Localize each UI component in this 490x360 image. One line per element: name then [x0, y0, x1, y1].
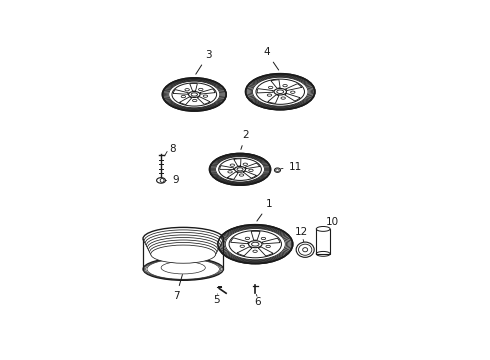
Polygon shape: [262, 238, 280, 244]
Ellipse shape: [147, 238, 219, 257]
Polygon shape: [285, 94, 300, 101]
Ellipse shape: [191, 93, 197, 96]
Text: 5: 5: [213, 294, 220, 305]
Text: 4: 4: [263, 47, 279, 70]
Polygon shape: [190, 84, 197, 91]
Polygon shape: [179, 97, 192, 105]
Ellipse shape: [147, 235, 220, 256]
Ellipse shape: [161, 262, 205, 274]
Ellipse shape: [283, 85, 287, 87]
Polygon shape: [271, 80, 280, 88]
Ellipse shape: [198, 88, 203, 91]
Polygon shape: [268, 95, 279, 103]
Ellipse shape: [149, 243, 217, 261]
Ellipse shape: [274, 89, 287, 95]
Ellipse shape: [240, 245, 245, 247]
Ellipse shape: [274, 168, 280, 172]
Ellipse shape: [219, 158, 261, 180]
Ellipse shape: [157, 177, 166, 183]
Polygon shape: [285, 84, 302, 90]
Ellipse shape: [228, 171, 232, 173]
Ellipse shape: [303, 248, 308, 252]
Ellipse shape: [253, 250, 257, 252]
Ellipse shape: [256, 79, 304, 104]
Ellipse shape: [237, 168, 243, 171]
Ellipse shape: [151, 245, 216, 263]
Text: 7: 7: [173, 275, 182, 301]
Polygon shape: [200, 89, 215, 94]
Polygon shape: [220, 166, 234, 170]
Polygon shape: [245, 163, 260, 168]
Ellipse shape: [267, 94, 271, 96]
Polygon shape: [257, 89, 273, 93]
Ellipse shape: [185, 89, 189, 91]
Ellipse shape: [261, 237, 266, 240]
Polygon shape: [173, 90, 189, 94]
Ellipse shape: [230, 164, 235, 166]
Ellipse shape: [148, 240, 218, 260]
Polygon shape: [251, 231, 260, 240]
Polygon shape: [258, 247, 273, 256]
Text: 1: 1: [257, 199, 272, 221]
Ellipse shape: [143, 258, 223, 280]
Ellipse shape: [239, 174, 244, 176]
Polygon shape: [234, 159, 241, 166]
Ellipse shape: [144, 230, 222, 252]
Polygon shape: [237, 247, 252, 256]
Ellipse shape: [269, 86, 273, 89]
Ellipse shape: [160, 179, 164, 183]
Polygon shape: [231, 238, 248, 244]
Text: 6: 6: [255, 297, 261, 307]
Text: 12: 12: [294, 227, 308, 242]
Text: 8: 8: [170, 144, 176, 154]
Ellipse shape: [248, 241, 262, 248]
Ellipse shape: [291, 91, 295, 93]
Ellipse shape: [266, 245, 270, 248]
Text: 9: 9: [166, 175, 179, 185]
Ellipse shape: [181, 95, 186, 98]
Ellipse shape: [316, 226, 330, 231]
Text: 2: 2: [241, 130, 249, 149]
Bar: [316, 229, 330, 254]
Text: 11: 11: [281, 162, 302, 172]
Ellipse shape: [243, 163, 247, 165]
Polygon shape: [227, 172, 238, 179]
Text: 10: 10: [325, 217, 339, 233]
Ellipse shape: [189, 91, 200, 98]
Ellipse shape: [296, 242, 314, 257]
Ellipse shape: [203, 95, 208, 97]
Ellipse shape: [277, 90, 284, 94]
Text: 3: 3: [196, 50, 212, 74]
Polygon shape: [197, 96, 210, 104]
Ellipse shape: [145, 233, 221, 254]
Ellipse shape: [235, 166, 245, 172]
Ellipse shape: [281, 97, 285, 99]
Polygon shape: [244, 171, 256, 178]
Ellipse shape: [172, 83, 217, 106]
Ellipse shape: [229, 230, 281, 258]
Ellipse shape: [193, 99, 197, 102]
Ellipse shape: [251, 242, 259, 246]
Ellipse shape: [245, 237, 249, 239]
Ellipse shape: [249, 169, 253, 171]
